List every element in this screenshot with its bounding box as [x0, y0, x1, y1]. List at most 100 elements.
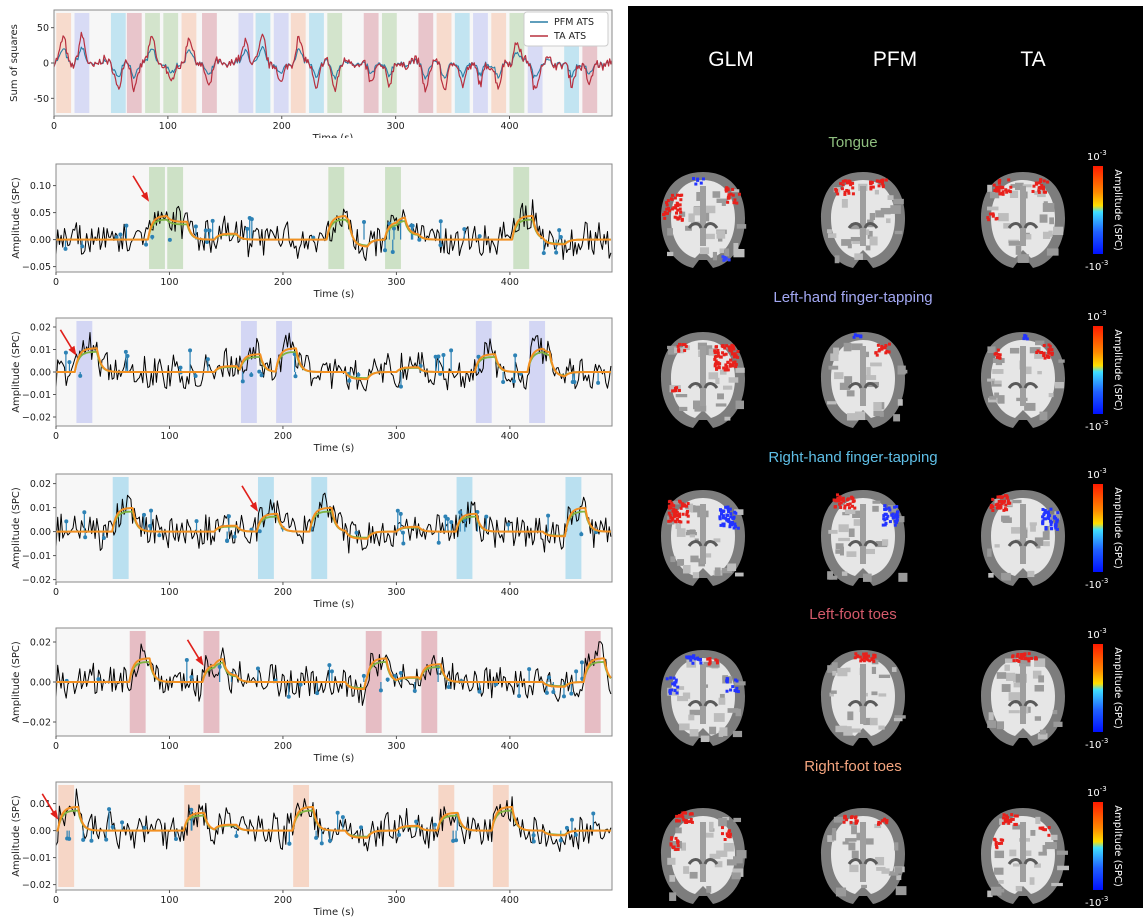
brain-gyrus [827, 665, 838, 673]
brain-gyrus [996, 672, 1007, 679]
activation-voxel [895, 517, 899, 521]
activation-voxel [725, 832, 729, 836]
activation-voxel [729, 688, 733, 692]
colorbar-max-label: 10-3 [1087, 785, 1107, 799]
activation-voxel [718, 355, 722, 359]
activity-spike-marker [81, 837, 86, 842]
activation-voxel [679, 520, 683, 524]
brain-gyrus [1003, 223, 1011, 229]
activity-spike-marker [259, 373, 264, 378]
activation-voxel [1041, 507, 1045, 511]
activity-spike-marker [401, 541, 406, 546]
task-title-lh: Left-hand finger-tapping [773, 289, 933, 306]
activation-voxel [882, 346, 886, 350]
brain-gyrus [992, 369, 1004, 374]
activity-spike-marker [257, 369, 262, 374]
brain-gyrus [894, 842, 899, 851]
task-block [290, 13, 306, 113]
brain-gyrus [994, 544, 1000, 548]
brain-gyrus [861, 884, 867, 889]
brain-gyrus [887, 505, 897, 513]
colorbar-max-label: 10-3 [1087, 627, 1107, 641]
activation-voxel [736, 690, 740, 694]
activation-voxel [678, 515, 682, 519]
brain-gyrus [1009, 849, 1017, 857]
activity-spike-marker [361, 673, 366, 678]
brain-gyrus [719, 727, 728, 736]
brain-gyrus [736, 224, 747, 229]
brain-gyrus [827, 229, 832, 234]
activation-voxel [677, 216, 681, 220]
activation-voxel [1056, 511, 1060, 515]
activation-voxel [675, 216, 679, 220]
activation-voxel [1038, 185, 1042, 189]
activation-voxel [674, 836, 678, 840]
brain-gyrus [712, 251, 718, 261]
task-block [257, 477, 274, 579]
brain-gyrus [834, 372, 844, 380]
colorbar-label: Amplitude (SPC) [1112, 647, 1123, 729]
activation-voxel [730, 352, 734, 356]
activation-voxel [671, 516, 675, 520]
brain-gyrus [869, 717, 878, 726]
activation-voxel [716, 351, 720, 355]
activation-voxel [865, 657, 869, 661]
activity-spike-marker [232, 534, 237, 539]
brain-gyrus [873, 410, 884, 417]
activation-voxel [721, 516, 725, 520]
activation-voxel [1048, 519, 1052, 523]
activation-voxel [885, 821, 889, 825]
x-tick-label: 400 [500, 121, 518, 132]
brain-gyrus [672, 500, 680, 505]
annotation-arrow-head [195, 655, 204, 666]
brain-gyrus [1054, 381, 1064, 389]
activation-voxel [726, 187, 730, 191]
brain-gyrus [874, 189, 879, 195]
activation-voxel [890, 513, 894, 517]
brain-gyrus [850, 236, 863, 242]
y-tick-label: 0.10 [30, 181, 51, 192]
ta-fit-line [56, 215, 611, 248]
brain-gyrus [1039, 729, 1047, 735]
activation-voxel [666, 207, 670, 211]
activation-voxel [851, 186, 855, 190]
activation-voxel [670, 193, 674, 197]
activation-voxel [726, 834, 730, 838]
brain-gyrus [703, 832, 714, 838]
activation-voxel [674, 678, 678, 682]
brain-gyrus [667, 687, 679, 696]
activation-voxel [843, 504, 847, 508]
activation-voxel [1004, 503, 1008, 507]
activation-voxel [683, 343, 687, 347]
activity-spike-marker [210, 218, 215, 223]
activation-voxel [1041, 185, 1045, 189]
activation-voxel [701, 177, 705, 181]
brain-gyrus [997, 395, 1005, 404]
x-axis-label: Time (s) [312, 133, 354, 138]
activity-spike-marker [414, 819, 419, 824]
annotation-arrow-head [141, 191, 150, 202]
y-tick-label: −0.01 [22, 551, 51, 562]
brain-gyrus [838, 524, 849, 533]
activation-voxel [1018, 656, 1022, 660]
activation-voxel [851, 192, 855, 196]
activation-voxel [994, 187, 998, 191]
activity-spike-marker [203, 228, 208, 233]
activation-voxel [887, 506, 891, 510]
colorbar-min-label: -10-3 [1085, 259, 1108, 273]
activation-voxel [1032, 184, 1036, 188]
activation-voxel [1016, 652, 1020, 656]
activation-voxel [724, 516, 728, 520]
x-tick-label: 0 [53, 587, 59, 598]
activation-voxel [1041, 826, 1045, 830]
activation-voxel [676, 344, 680, 348]
task-block [181, 13, 197, 113]
activation-voxel [672, 206, 676, 210]
activation-voxel [1054, 526, 1058, 530]
activation-voxel [888, 520, 892, 524]
brain-gyrus [828, 529, 838, 534]
activity-spike-marker [438, 219, 443, 224]
brain-gyrus [989, 191, 1000, 199]
brain-gyrus [848, 528, 855, 538]
x-tick-label: 300 [387, 121, 405, 132]
